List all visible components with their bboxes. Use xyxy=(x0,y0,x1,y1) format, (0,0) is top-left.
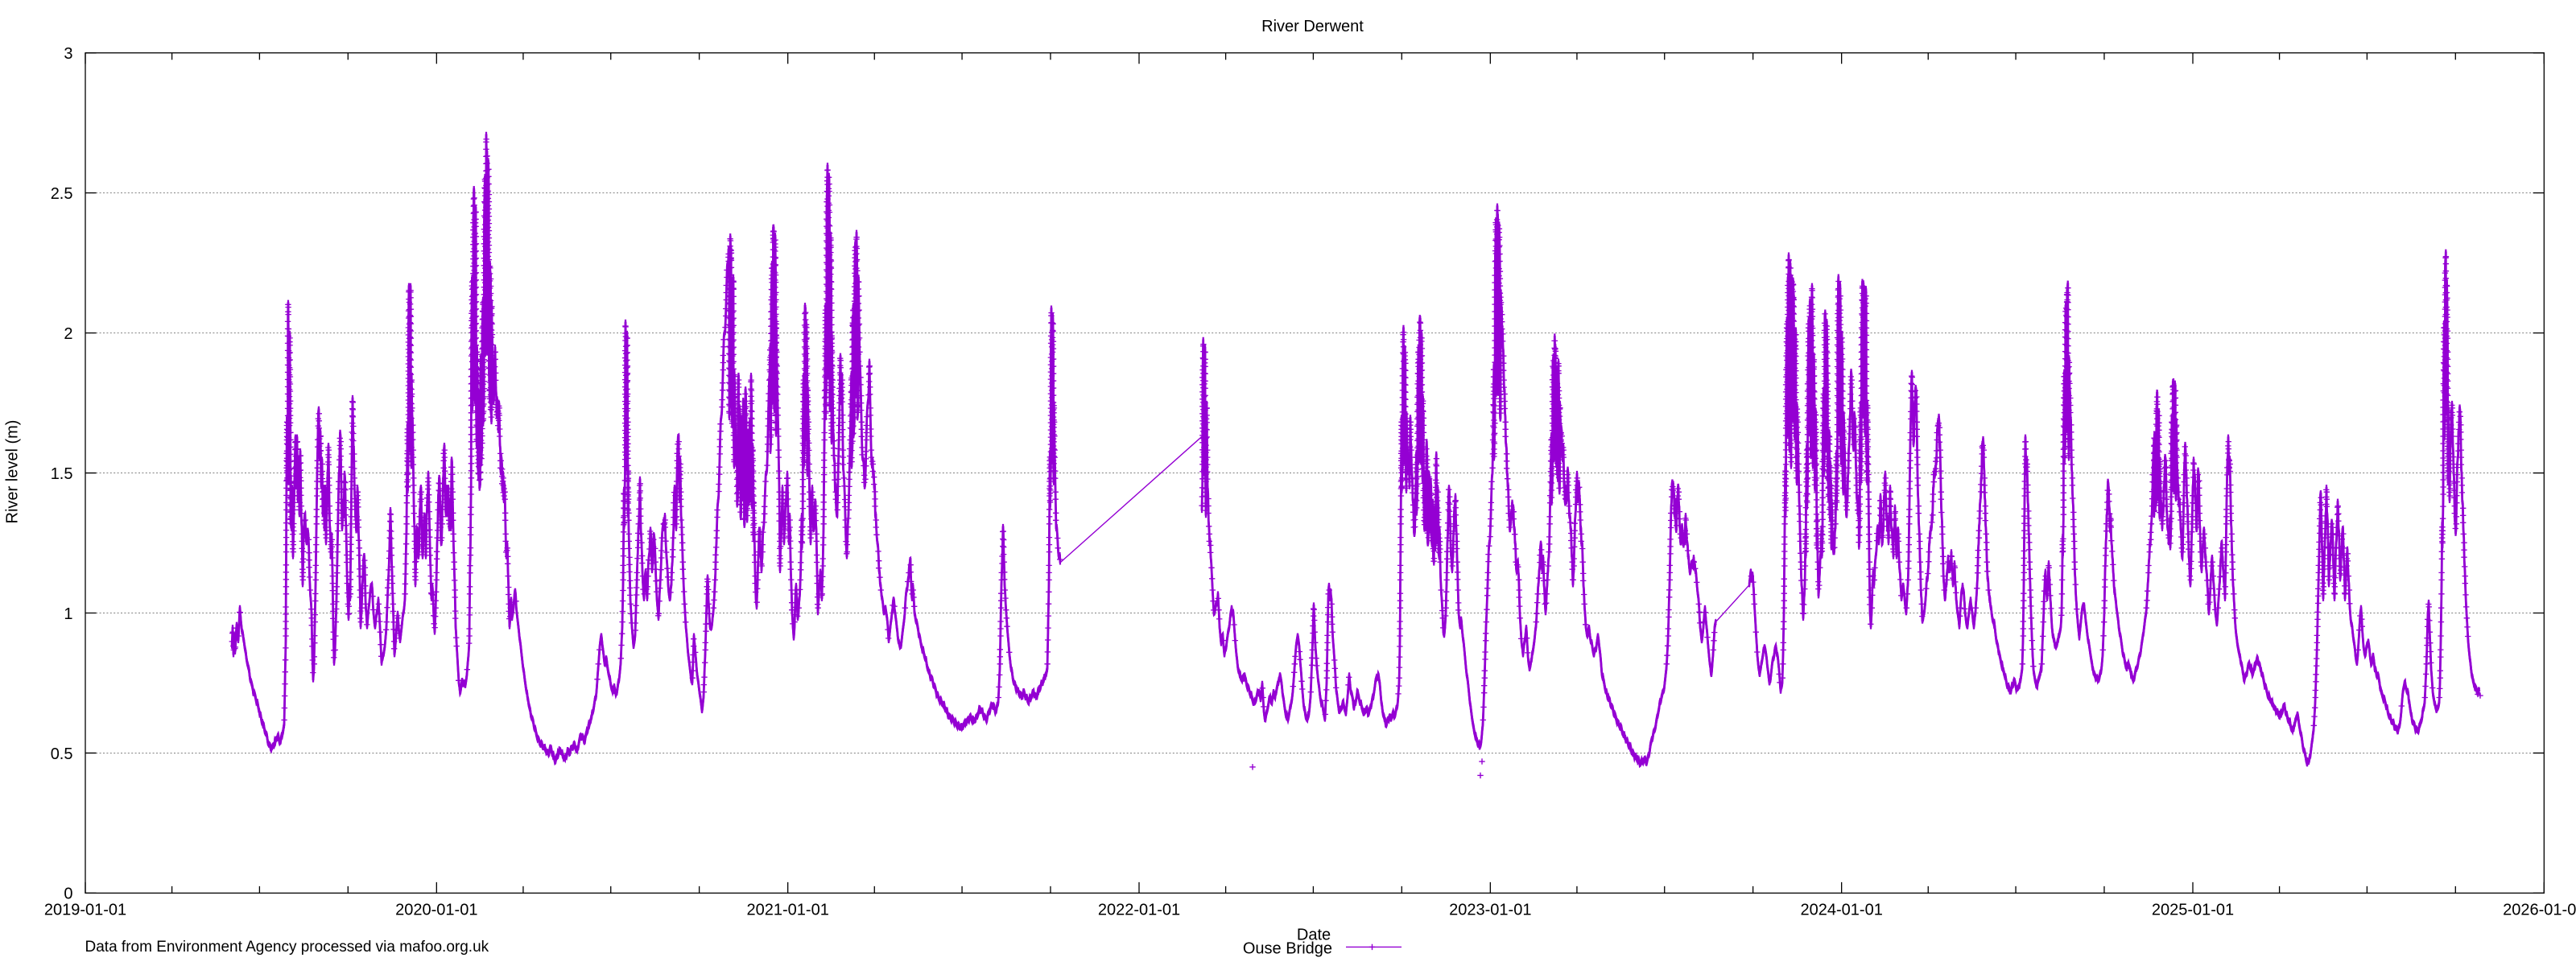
svg-text:0.5: 0.5 xyxy=(51,745,73,763)
svg-text:Ouse Bridge: Ouse Bridge xyxy=(1243,939,1332,957)
svg-text:2023-01-01: 2023-01-01 xyxy=(1449,902,1531,919)
svg-text:2025-01-01: 2025-01-01 xyxy=(2152,902,2234,919)
svg-text:2019-01-01: 2019-01-01 xyxy=(44,902,126,919)
svg-text:1.5: 1.5 xyxy=(51,465,73,483)
svg-text:2024-01-01: 2024-01-01 xyxy=(1801,902,1883,919)
svg-text:2021-01-01: 2021-01-01 xyxy=(747,902,829,919)
svg-text:2: 2 xyxy=(64,325,72,343)
svg-text:2022-01-01: 2022-01-01 xyxy=(1098,902,1180,919)
svg-text:Date: Date xyxy=(1297,926,1331,943)
svg-text:2026-01-01: 2026-01-01 xyxy=(2503,902,2576,919)
svg-text:0: 0 xyxy=(64,886,72,903)
svg-text:1: 1 xyxy=(64,605,72,623)
svg-text:2.5: 2.5 xyxy=(51,185,73,203)
svg-text:3: 3 xyxy=(64,45,72,63)
svg-text:River level (m): River level (m) xyxy=(4,420,22,524)
svg-text:Data from Environment Agency p: Data from Environment Agency processed v… xyxy=(85,939,489,956)
svg-text:2020-01-01: 2020-01-01 xyxy=(395,902,477,919)
svg-text:River Derwent: River Derwent xyxy=(1261,18,1364,35)
